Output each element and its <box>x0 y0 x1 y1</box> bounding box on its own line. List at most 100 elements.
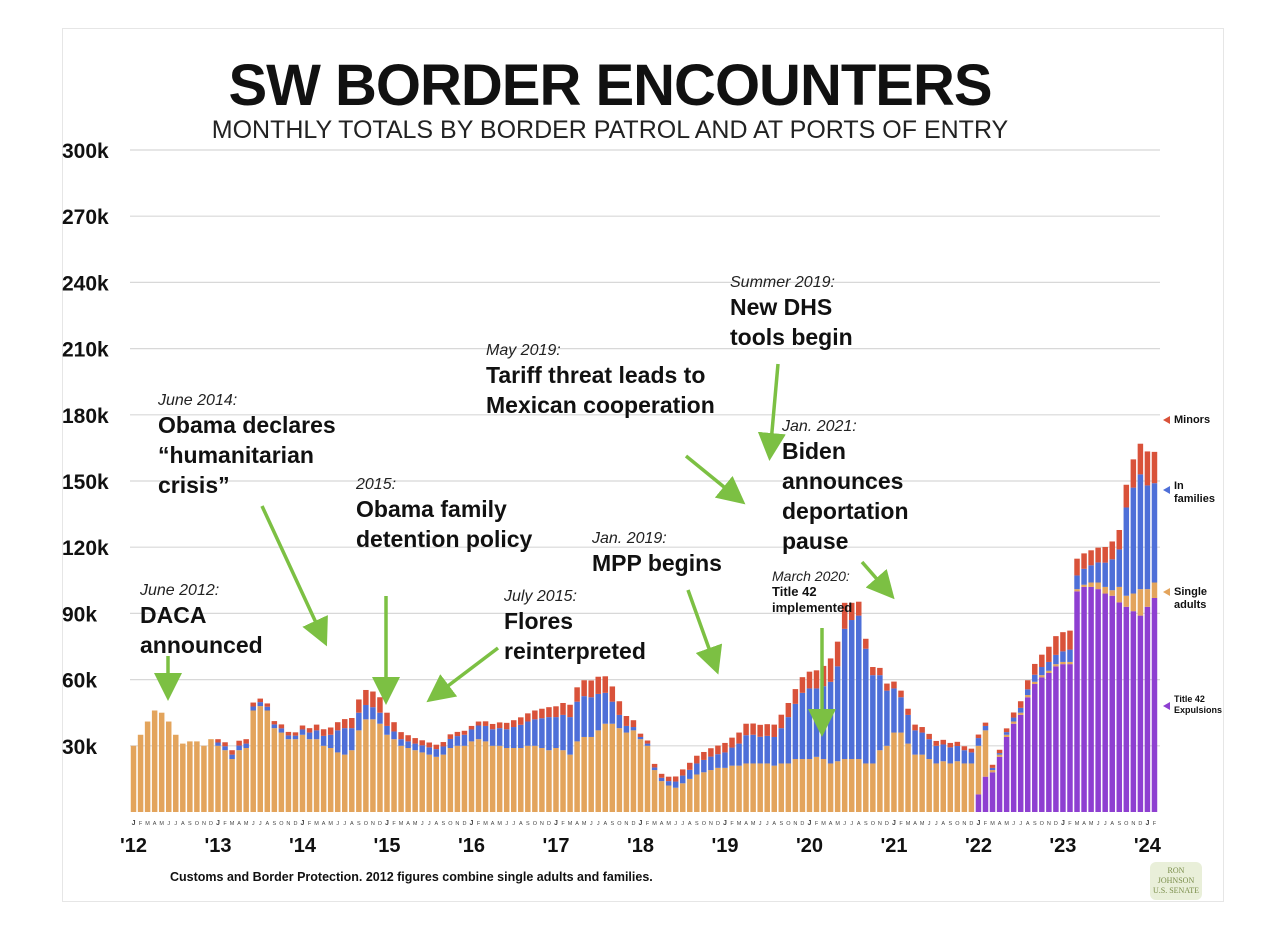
bar-minors <box>1123 484 1130 508</box>
bar-families <box>609 701 616 724</box>
x-month-tick: J <box>723 820 727 827</box>
bar-families <box>356 712 362 731</box>
bar-minors <box>1046 646 1052 662</box>
bar-families <box>581 696 587 737</box>
y-tick-label: 30k <box>62 736 97 759</box>
bar-minors <box>440 742 447 747</box>
bar-families <box>1046 661 1052 671</box>
bar-minors <box>679 769 686 776</box>
bar-single-adults <box>933 763 939 812</box>
annotation-text: Flores reinterpreted <box>504 608 646 664</box>
x-year-label: '14 <box>289 835 317 857</box>
x-month-tick: A <box>913 821 917 827</box>
annotation-date: June 2012: <box>140 582 220 599</box>
bar-single-adults <box>180 743 186 812</box>
x-month-tick: M <box>568 821 573 827</box>
x-month-tick: A <box>688 821 692 827</box>
bar-minors <box>1137 443 1144 475</box>
x-month-tick: J <box>132 820 136 827</box>
x-month-tick: F <box>815 821 819 827</box>
bar-single-adults <box>771 765 777 812</box>
bar-single-adults <box>447 748 454 812</box>
bar-single-adults <box>1130 593 1137 612</box>
bar-minors <box>863 638 869 649</box>
bar-families <box>1003 732 1010 735</box>
bar-minors <box>954 741 961 747</box>
bar-single-adults <box>968 763 975 812</box>
bar-single-adults <box>454 745 461 812</box>
source-note: Customs and Border Protection. 2012 figu… <box>170 870 653 884</box>
bar-minors <box>454 731 461 737</box>
bar-families <box>1102 562 1108 587</box>
bar-families <box>1060 651 1066 662</box>
bar-single-adults <box>1003 734 1010 737</box>
x-month-tick: M <box>314 821 319 827</box>
bar-families <box>792 703 799 760</box>
bar-minors <box>342 719 348 729</box>
bar-families <box>285 735 292 740</box>
bar-title42 <box>1032 684 1038 812</box>
x-month-tick: A <box>744 821 748 827</box>
annotation-family-2015: 2015: Obama family detention policy <box>356 476 546 554</box>
bar-families <box>489 729 496 746</box>
bar-minors <box>496 722 503 729</box>
bar-single-adults <box>694 774 700 812</box>
x-month-tick: M <box>328 821 333 827</box>
bar-minors <box>334 722 341 731</box>
x-month-tick: N <box>286 821 290 827</box>
bar-families <box>1109 559 1115 591</box>
x-month-tick: N <box>793 821 797 827</box>
senator-logo: RON JOHNSON U.S. SENATE <box>1150 862 1202 900</box>
bar-families <box>785 717 792 764</box>
bar-single-adults <box>236 750 242 812</box>
bar-single-adults <box>1095 582 1101 590</box>
bar-minors <box>736 732 742 744</box>
x-month-tick: O <box>702 821 707 827</box>
bar-single-adults <box>884 745 890 812</box>
bar-single-adults <box>1151 582 1158 598</box>
bar-single-adults <box>257 706 263 812</box>
bar-minors <box>630 720 637 728</box>
annotation-arrow <box>686 589 723 675</box>
bar-single-adults <box>510 748 517 812</box>
bar-families <box>884 690 890 746</box>
x-month-tick: N <box>1047 821 1051 827</box>
bar-single-adults <box>609 723 616 812</box>
x-month-tick: J <box>301 820 305 827</box>
bar-single-adults <box>891 732 897 812</box>
annotation-date: 2015: <box>356 476 397 493</box>
bar-families <box>546 717 552 751</box>
x-month-tick: J <box>336 821 339 827</box>
x-month-tick: M <box>145 821 150 827</box>
x-month-tick: F <box>1153 821 1157 827</box>
x-month-tick: F <box>646 821 650 827</box>
bar-minors <box>306 728 313 733</box>
bar-families <box>1039 667 1045 676</box>
bar-minors <box>1017 701 1024 708</box>
x-year-label: '20 <box>796 835 823 857</box>
legend-title42: Title 42 Expulsions <box>1174 694 1223 715</box>
x-month-tick: J <box>385 820 389 827</box>
bar-minors <box>715 745 721 755</box>
bar-single-adults <box>729 765 735 812</box>
bar-families <box>405 741 411 749</box>
bar-single-adults <box>475 739 482 812</box>
bar-single-adults <box>412 750 418 812</box>
bar-single-adults <box>1039 675 1045 678</box>
bar-families <box>919 732 925 755</box>
annotation-date: Jan. 2019: <box>592 530 667 547</box>
bar-families <box>271 724 278 729</box>
bar-single-adults <box>1116 586 1123 603</box>
bar-single-adults <box>398 745 404 812</box>
bar-minors <box>616 701 623 715</box>
bar-families <box>926 739 932 760</box>
x-month-tick: J <box>1145 820 1149 827</box>
bar-single-adults <box>306 739 313 812</box>
x-month-tick: J <box>850 821 853 827</box>
bar-single-adults <box>440 754 447 812</box>
bar-minors <box>518 717 524 725</box>
x-month-tick: A <box>181 821 185 827</box>
bar-minors <box>1032 663 1038 675</box>
bar-title42 <box>1074 591 1080 812</box>
x-month-tick: A <box>237 821 241 827</box>
